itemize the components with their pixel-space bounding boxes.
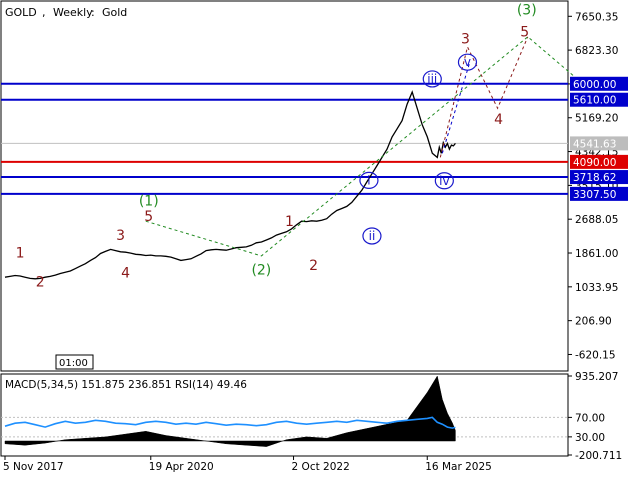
price-y-axis: 7650.356823.305996.255169.204342.153515.…	[568, 11, 618, 361]
y-tick-label: 6823.30	[575, 45, 618, 57]
chart-header-symbol: GOLD	[5, 6, 37, 19]
wave-label: 5	[144, 209, 153, 225]
wave-label: 5	[520, 24, 529, 40]
y-tick-label: 5169.20	[575, 113, 618, 125]
wave-label-circle	[359, 171, 379, 189]
wave-label: ii	[369, 229, 376, 243]
time-x-axis: 5 Nov 2017 19 Apr 2020 2 Oct 2022 16 Mar 20…	[3, 456, 492, 473]
time-marker-box	[55, 354, 94, 370]
level-label-box	[570, 154, 628, 169]
chart-header-timeframe: Weekly	[53, 6, 93, 19]
wave-label: 4	[494, 112, 503, 128]
level-label-box	[570, 76, 628, 91]
ind-tick-label: -200.711	[575, 450, 622, 462]
wave-label-circle	[434, 172, 454, 190]
wave-label: v	[464, 55, 471, 69]
wave-label: (3)	[517, 2, 537, 18]
wave-label-circle	[422, 70, 442, 88]
y-tick-label: 1861.00	[575, 248, 618, 260]
time-marker: 01:00	[59, 358, 88, 369]
wave-label: 3	[461, 32, 470, 48]
wave-label: 1	[16, 246, 25, 262]
price-line	[4, 90, 456, 280]
level-label: 4090.00	[573, 157, 616, 169]
wave-label: (1)	[139, 194, 159, 210]
wave-label: i	[367, 173, 370, 187]
wave-projections	[145, 36, 579, 257]
y-tick-label: 7650.35	[575, 11, 618, 23]
price-levels	[1, 82, 568, 195]
chart-header-name: Gold	[102, 6, 127, 19]
wave-label: (2)	[251, 262, 271, 278]
level-label: 6000.00	[573, 79, 616, 91]
wave-label: 2	[36, 275, 45, 291]
rsi-line	[4, 416, 456, 429]
ind-tick-label: 935.207	[575, 371, 618, 383]
indicator-levels	[1, 416, 568, 438]
wave-label: 2	[309, 258, 318, 274]
macd-histogram	[4, 375, 456, 447]
wave-label: iii	[427, 72, 437, 86]
current-price-label: 4541.63	[573, 138, 616, 150]
ind-tick-label: 70.00	[575, 412, 605, 424]
y-tick-label: 2688.05	[575, 214, 618, 226]
level-label-box	[570, 186, 628, 201]
level-label: 5610.00	[573, 95, 616, 107]
ind-tick-label: 30.00	[575, 432, 605, 444]
x-tick-label: 16 Mar 2025	[425, 461, 492, 473]
indicator-y-axis: 935.207 70.00 30.00 -200.711	[568, 371, 622, 462]
rsi-series	[4, 416, 456, 429]
projection-line	[439, 36, 529, 158]
wave-label-circle	[457, 53, 478, 71]
level-labels: 6000.00 5610.00 4090.00 3718.62 3307.50 4541.…	[570, 76, 628, 201]
wave-label: 3	[116, 228, 125, 244]
level-label-box	[570, 170, 628, 185]
macd-hist	[4, 375, 456, 447]
y-tick-label: -620.15	[575, 349, 616, 361]
header-colon: :	[91, 6, 95, 19]
wave-label: iv	[439, 174, 449, 188]
indicator-label: MACD(5,34,5) 151.875 236.851 RSI(14) 49.…	[5, 379, 247, 391]
wave-label-circle	[362, 227, 382, 245]
level-label-box	[570, 92, 628, 107]
y-tick-label: 206.90	[575, 316, 612, 328]
x-tick-label: 19 Apr 2020	[149, 461, 214, 473]
current-price-box	[570, 136, 628, 151]
projection-line	[441, 63, 470, 154]
main-panel	[0, 0, 569, 372]
indicator-panel	[0, 373, 569, 457]
y-tick-label: 1033.95	[575, 282, 618, 294]
wave-label: 1	[285, 214, 294, 230]
x-tick-label: 5 Nov 2017	[3, 461, 64, 473]
level-label: 3307.50	[573, 189, 616, 201]
x-tick-label: 2 Oct 2022	[292, 461, 350, 473]
header-separator: ,	[42, 6, 46, 19]
price-series	[4, 90, 456, 280]
level-label: 3718.62	[573, 172, 616, 184]
projection-line	[145, 36, 579, 257]
wave-label: 4	[121, 266, 130, 282]
